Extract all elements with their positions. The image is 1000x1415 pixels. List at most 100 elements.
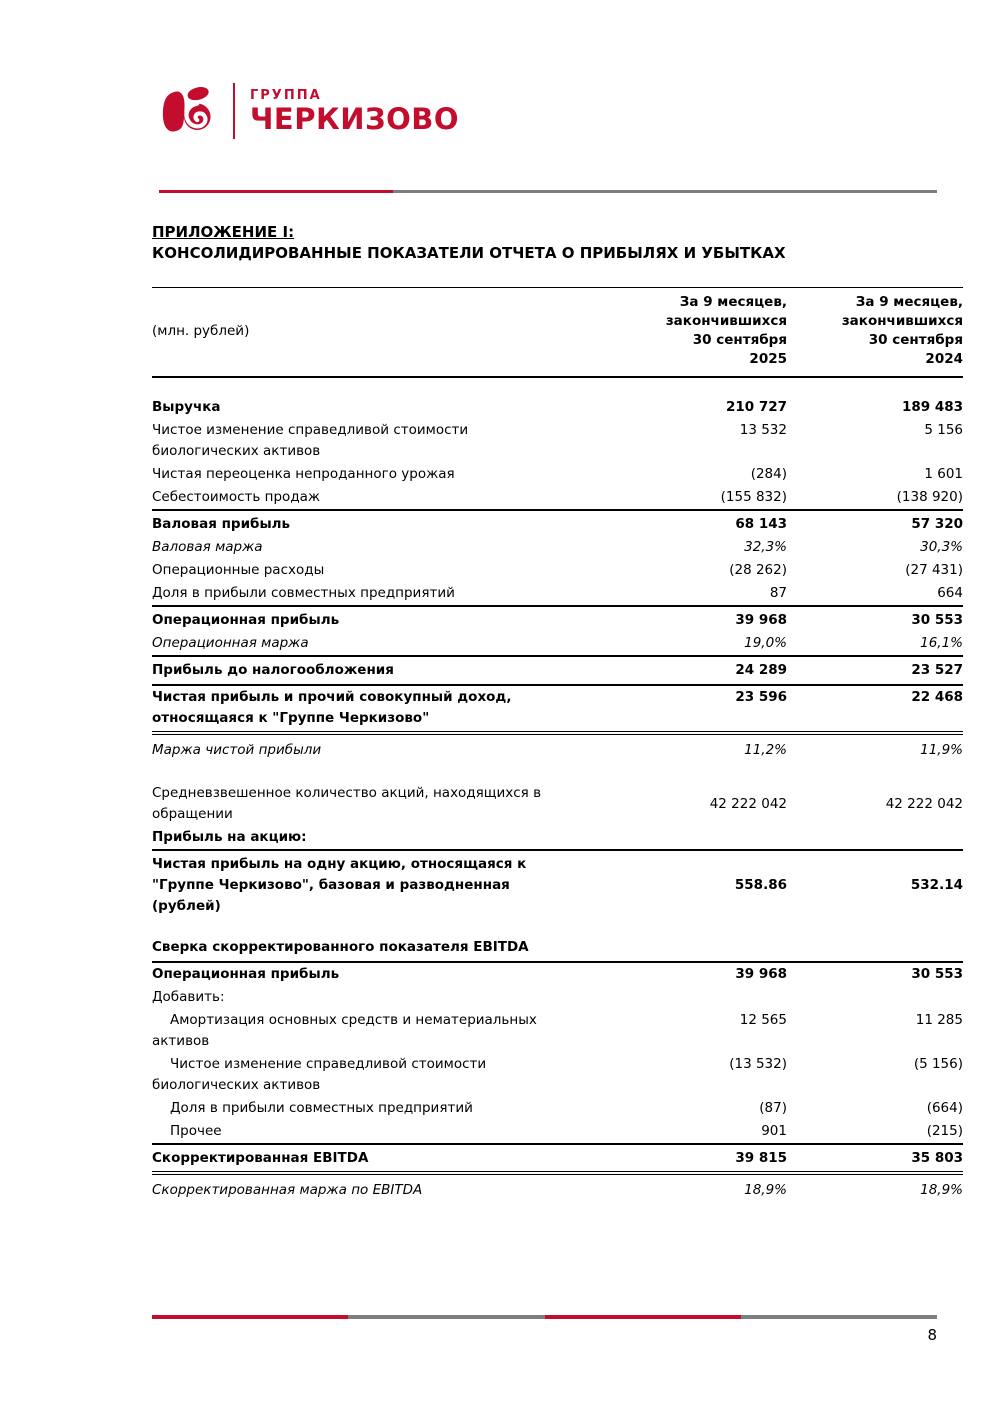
table-row: Сверка скорректированного показателя EBI… bbox=[152, 936, 963, 963]
row-value-2024: (664) bbox=[926, 1100, 963, 1116]
table-row: Доля в прибыли совместных предприятий 87 6… bbox=[152, 582, 963, 606]
table-row: Операционная маржа 19,0% 16,1% bbox=[152, 632, 963, 656]
column-header-2024: За 9 месяцев, закончившихся 30 сентября … bbox=[787, 287, 963, 378]
row-value-2025: 13 532 bbox=[739, 422, 787, 438]
row-label: Прибыль до налогообложения bbox=[152, 655, 602, 686]
row-label: Прибыль на акцию: bbox=[152, 829, 307, 845]
table-row: Добавить: bbox=[152, 986, 963, 1009]
table-row: Маржа чистой прибыли 11,2% 11,9% bbox=[152, 733, 963, 762]
table-row: Валовая маржа 32,3% 30,3% bbox=[152, 536, 963, 559]
row-value-2025: 39 815 bbox=[602, 1143, 787, 1175]
header-rule bbox=[159, 190, 937, 193]
row-value-2025: 18,9% bbox=[744, 1182, 787, 1198]
row-label: Чистая прибыль на одну акцию, относящаяс… bbox=[152, 849, 602, 918]
table-row: Валовая прибыль 68 143 57 320 bbox=[152, 509, 963, 536]
row-value-2025 bbox=[602, 826, 787, 850]
row-label: Средневзвешенное количество акций, наход… bbox=[152, 785, 542, 822]
row-label: Скорректированная маржа по EBITDA bbox=[152, 1182, 423, 1198]
row-label: Чистое изменение справедливой стоимости … bbox=[152, 1056, 487, 1093]
row-label: Амортизация основных средств и нематериа… bbox=[152, 1012, 537, 1049]
row-value-2024: 1 601 bbox=[924, 466, 963, 482]
row-value-2025: 68 143 bbox=[602, 509, 787, 536]
table-row: Чистое изменение справедливой стоимости … bbox=[152, 1053, 963, 1097]
row-value-2024: 42 222 042 bbox=[885, 795, 963, 812]
row-label: Скорректированная EBITDA bbox=[152, 1143, 602, 1175]
table-row: Себестоимость продаж (155 832) (138 920) bbox=[152, 486, 963, 510]
row-value-2024: 35 803 bbox=[787, 1143, 963, 1175]
table-row: Чистая переоценка непроданного урожая (28… bbox=[152, 463, 963, 486]
row-value-2025: 11,2% bbox=[744, 742, 787, 758]
row-label: Валовая маржа bbox=[152, 539, 263, 555]
row-value-2025: 87 bbox=[769, 585, 787, 601]
row-value-2025: 558.86 bbox=[602, 849, 787, 918]
row-value-2024: 5 156 bbox=[924, 422, 963, 438]
header-rule-gray-segment bbox=[393, 190, 937, 193]
income-statement-table: (млн. рублей) За 9 месяцев, закончившихс… bbox=[152, 287, 963, 1202]
row-value-2024: 18,9% bbox=[920, 1182, 963, 1198]
table-row: Чистая прибыль и прочий совокупный доход… bbox=[152, 685, 963, 735]
row-label: Операционные расходы bbox=[152, 562, 325, 578]
row-label: Валовая прибыль bbox=[152, 509, 602, 536]
row-value-2024: 664 bbox=[937, 585, 963, 601]
footer-rule-red-segment bbox=[152, 1315, 349, 1319]
row-value-2025: 19,0% bbox=[744, 635, 787, 651]
row-value-2024: 23 527 bbox=[787, 655, 963, 686]
row-value-2025 bbox=[602, 936, 787, 963]
row-value-2024: 532.14 bbox=[787, 849, 963, 918]
table-row: Амортизация основных средств и нематериа… bbox=[152, 1009, 963, 1053]
footer-rule-gray-segment bbox=[740, 1315, 937, 1319]
table-spacer bbox=[152, 918, 963, 936]
table-spacer-cell bbox=[152, 762, 963, 782]
appendix-heading: ПРИЛОЖЕНИЕ I: bbox=[152, 223, 295, 241]
row-value-2024: (215) bbox=[926, 1123, 963, 1139]
row-label: Операционная маржа bbox=[152, 635, 309, 651]
logo-divider bbox=[233, 83, 235, 139]
table-row: Прочее 901 (215) bbox=[152, 1120, 963, 1144]
table-row: Прибыль на акцию: bbox=[152, 826, 963, 850]
table-row: Скорректированная маржа по EBITDA 18,9% 18… bbox=[152, 1173, 963, 1202]
row-label: Прочее bbox=[170, 1123, 222, 1139]
logo-mark-icon bbox=[162, 87, 211, 132]
unit-label: (млн. рублей) bbox=[152, 287, 602, 378]
row-label: Доля в прибыли совместных предприятий bbox=[152, 585, 455, 601]
row-label: Операционная прибыль bbox=[152, 605, 602, 632]
row-value-2025: (13 532) bbox=[729, 1056, 787, 1072]
logo-brand-word: ЧЕРКИЗОВО bbox=[250, 101, 459, 136]
table-row: Прибыль до налогообложения 24 289 23 527 bbox=[152, 655, 963, 686]
table-header-row: (млн. рублей) За 9 месяцев, закончившихс… bbox=[152, 287, 963, 378]
statement-heading: КОНСОЛИДИРОВАННЫЕ ПОКАЗАТЕЛИ ОТЧЕТА О ПР… bbox=[152, 244, 786, 262]
logo-text: ГРУППА ЧЕРКИЗОВО bbox=[250, 88, 459, 135]
row-value-2025: (87) bbox=[759, 1100, 787, 1116]
row-value-2024: 22 468 bbox=[787, 685, 963, 735]
row-value-2025: 12 565 bbox=[739, 1012, 787, 1028]
row-value-2025: 210 727 bbox=[725, 399, 787, 415]
row-value-2025: 39 968 bbox=[735, 966, 787, 982]
row-value-2024: 30,3% bbox=[920, 539, 963, 555]
row-value-2024: 11,9% bbox=[920, 742, 963, 758]
table-row: Операционная прибыль 39 968 30 553 bbox=[152, 962, 963, 986]
footer-rule-red-segment bbox=[544, 1315, 741, 1319]
table-row: Операционная прибыль 39 968 30 553 bbox=[152, 605, 963, 632]
row-value-2025: 24 289 bbox=[602, 655, 787, 686]
table-spacer-cell bbox=[152, 918, 963, 936]
row-label: Чистое изменение справедливой стоимости … bbox=[152, 422, 469, 459]
row-value-2025: (28 262) bbox=[729, 562, 787, 578]
row-label: Чистая переоценка непроданного урожая bbox=[152, 466, 455, 482]
row-label: Операционная прибыль bbox=[152, 966, 340, 982]
row-label: Сверка скорректированного показателя EBI… bbox=[152, 936, 602, 963]
footer-rule bbox=[152, 1315, 937, 1319]
row-value-2024: (27 431) bbox=[905, 562, 963, 578]
table-row: Чистое изменение справедливой стоимости … bbox=[152, 419, 963, 463]
row-value-2024: 16,1% bbox=[920, 635, 963, 651]
row-value-2024 bbox=[787, 826, 963, 850]
row-value-2025: 39 968 bbox=[602, 605, 787, 632]
row-value-2025: (155 832) bbox=[720, 489, 787, 505]
row-value-2025: 901 bbox=[761, 1123, 787, 1139]
row-value-2024: 30 553 bbox=[787, 605, 963, 632]
row-value-2024: (138 920) bbox=[896, 489, 963, 505]
table-row: Средневзвешенное количество акций, наход… bbox=[152, 782, 963, 826]
document-title: ПРИЛОЖЕНИЕ I: КОНСОЛИДИРОВАННЫЕ ПОКАЗАТЕ… bbox=[152, 222, 786, 264]
company-logo: ГРУППА ЧЕРКИЗОВО bbox=[160, 82, 459, 140]
row-value-2024: (5 156) bbox=[913, 1056, 963, 1072]
row-label: Себестоимость продаж bbox=[152, 489, 321, 505]
